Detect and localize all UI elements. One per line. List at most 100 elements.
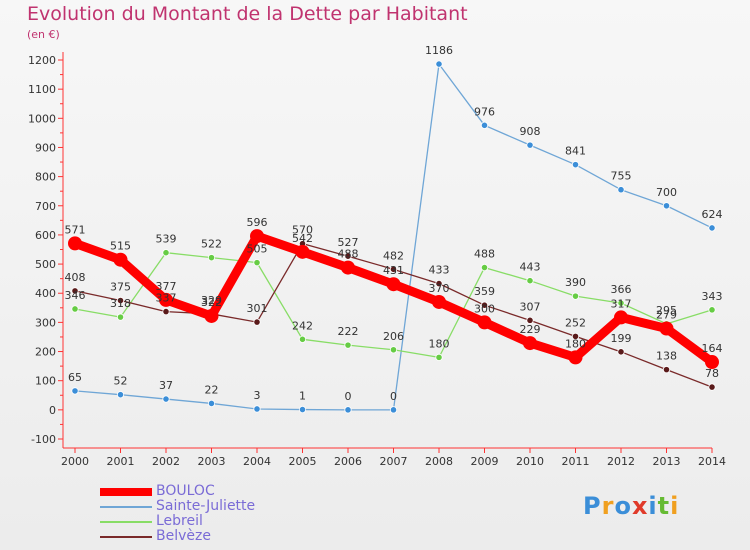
x-tick-label: 2006 — [334, 455, 362, 468]
data-point — [435, 353, 443, 361]
y-tick-label: 500 — [35, 258, 56, 271]
x-tick-label: 2014 — [698, 455, 726, 468]
data-label: 317 — [611, 297, 632, 310]
data-label: 443 — [520, 261, 541, 274]
data-point — [571, 332, 580, 340]
data-label: 164 — [702, 342, 723, 355]
logo-letter: P — [583, 492, 602, 520]
logo-letter: i — [670, 492, 680, 520]
logo-letter: x — [631, 492, 649, 520]
y-tick-label: 1000 — [28, 112, 56, 125]
data-point — [389, 346, 398, 354]
data-point — [389, 265, 398, 273]
data-label: 527 — [338, 236, 359, 249]
y-tick-label: 800 — [35, 171, 56, 184]
y-tick-label: 100 — [35, 375, 56, 388]
y-tick-label: 400 — [35, 287, 56, 300]
data-point — [253, 405, 261, 413]
x-tick-label: 2009 — [471, 455, 499, 468]
data-point — [614, 310, 628, 325]
data-point — [295, 244, 310, 259]
x-tick-label: 2007 — [380, 455, 408, 468]
legend: BOULOC Sainte-Juliette Lebreil Belvèze — [100, 484, 255, 544]
x-tick-label: 2000 — [61, 455, 89, 468]
data-point — [253, 318, 261, 326]
data-label: 571 — [65, 223, 86, 236]
data-label: 976 — [474, 105, 495, 118]
logo-letter: t — [657, 492, 671, 520]
proxiti-logo: Proxiti — [583, 492, 679, 520]
data-label: 318 — [110, 297, 131, 310]
data-label: 624 — [702, 208, 723, 221]
y-tick-label: 0 — [49, 404, 56, 417]
data-point — [705, 355, 719, 370]
logo-letter: r — [601, 492, 615, 520]
data-label: 229 — [520, 323, 541, 336]
data-point — [617, 186, 625, 194]
data-label: 206 — [383, 330, 404, 343]
x-tick-label: 2013 — [653, 455, 681, 468]
data-label: 346 — [65, 289, 86, 302]
data-label: 52 — [114, 375, 128, 388]
data-point — [344, 252, 352, 260]
data-point — [708, 306, 716, 314]
data-label: 1186 — [425, 44, 453, 57]
data-label: 0 — [390, 390, 397, 403]
data-point — [71, 287, 79, 295]
data-label: 539 — [156, 233, 177, 246]
data-label: 37 — [159, 379, 173, 392]
x-tick-label: 2011 — [562, 455, 590, 468]
data-point — [207, 399, 216, 408]
data-label: 366 — [611, 283, 632, 296]
legend-item: BOULOC — [100, 484, 255, 499]
data-label: 488 — [474, 248, 495, 261]
data-label: 295 — [656, 304, 677, 317]
data-point — [113, 252, 128, 267]
data-point — [432, 294, 446, 309]
data-point — [568, 350, 583, 365]
legend-label: BOULOC — [156, 483, 215, 499]
data-label: 359 — [474, 285, 495, 298]
data-label: 279 — [656, 309, 677, 322]
y-tick-label: 200 — [35, 346, 56, 359]
data-point — [116, 313, 125, 321]
logo-letter: i — [648, 492, 658, 520]
data-label: 222 — [338, 325, 359, 338]
data-label: 408 — [65, 271, 86, 284]
data-point — [571, 292, 580, 300]
data-point — [162, 249, 170, 257]
data-label: 199 — [611, 332, 632, 345]
data-label: 755 — [611, 170, 632, 183]
data-label: 505 — [247, 243, 268, 256]
data-label: 138 — [656, 350, 677, 363]
data-label: 488 — [338, 248, 359, 261]
legend-label: Lebreil — [156, 513, 203, 529]
data-point — [162, 307, 170, 316]
data-point — [571, 161, 580, 169]
data-point — [116, 296, 125, 305]
data-point — [526, 316, 534, 324]
data-label: 542 — [292, 232, 313, 245]
data-label: 700 — [656, 186, 677, 199]
data-point — [662, 366, 671, 374]
x-tick-label: 2008 — [425, 455, 453, 468]
data-label: 252 — [565, 316, 586, 329]
data-point — [116, 391, 125, 399]
data-point — [523, 336, 537, 351]
chart-title: Evolution du Montant de la Dette par Hab… — [27, 3, 468, 25]
y-tick-label: 1100 — [28, 83, 56, 96]
y-tick-label: 1200 — [28, 54, 56, 67]
data-point — [617, 348, 625, 356]
data-point — [71, 387, 79, 395]
data-label: 180 — [429, 337, 450, 350]
data-label: 515 — [110, 240, 131, 253]
data-point — [344, 341, 352, 349]
y-tick-label: -100 — [31, 433, 56, 446]
legend-label: Sainte-Juliette — [156, 498, 256, 514]
data-point — [480, 121, 489, 129]
logo-letter: o — [614, 492, 632, 520]
data-point — [480, 263, 489, 272]
legend-label: Belvèze — [156, 528, 211, 544]
